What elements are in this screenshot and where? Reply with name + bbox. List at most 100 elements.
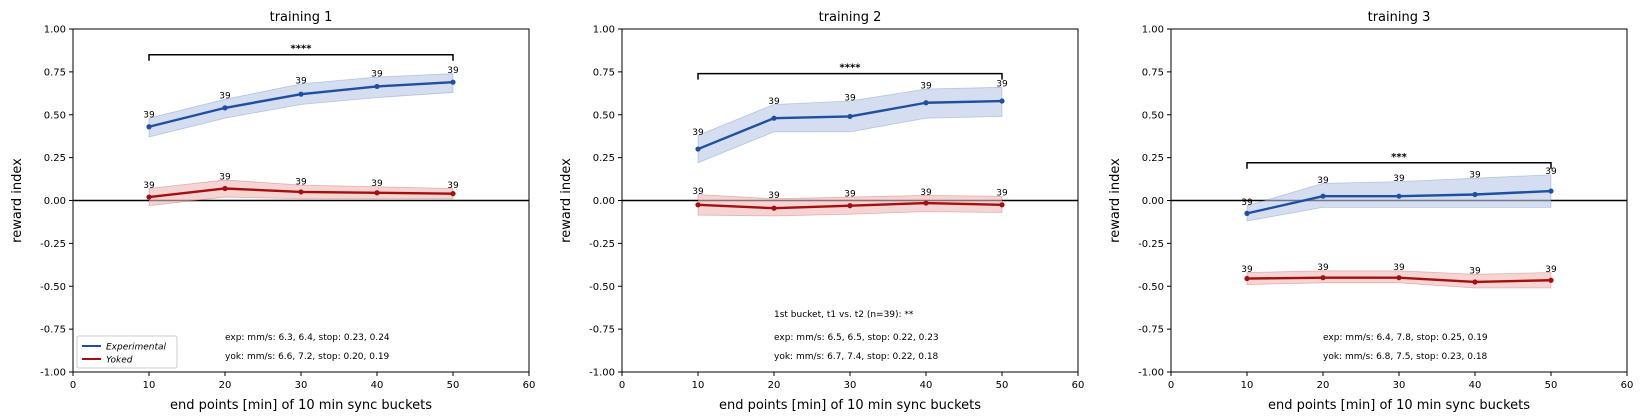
data-point [847, 203, 853, 209]
x-tick-label: 60 [1072, 380, 1085, 391]
confidence-band [148, 73, 454, 138]
x-tick-label: 0 [619, 380, 625, 391]
x-tick-label: 0 [1168, 380, 1174, 391]
y-tick-label: 0.25 [44, 153, 66, 164]
data-point [1472, 191, 1478, 198]
data-point [999, 98, 1005, 104]
y-tick-label: -0.50 [1138, 282, 1164, 293]
n-label: 39 [920, 188, 932, 198]
x-tick-label: 10 [143, 380, 156, 391]
significance-bracket [1246, 162, 1552, 169]
n-label: 39 [768, 191, 780, 201]
n-label: 39 [1393, 263, 1405, 273]
annotation-text: yok: mm/s: 6.6, 7.2, stop: 0.20, 0.19 [225, 352, 390, 362]
n-label: 39 [1469, 267, 1481, 277]
x-tick-label: 50 [1545, 380, 1558, 391]
x-axis-label: end points [min] of 10 min sync buckets [719, 398, 981, 413]
y-tick-label: -1.00 [589, 368, 615, 379]
n-label: 39 [1241, 198, 1253, 208]
data-point [923, 100, 929, 106]
x-tick-label: 40 [1469, 380, 1482, 391]
n-label: 39 [692, 128, 704, 138]
data-point [1396, 275, 1402, 281]
y-tick-label: -1.00 [40, 368, 66, 379]
x-tick-label: 30 [844, 380, 857, 391]
data-point [1472, 279, 1478, 285]
n-label: 39 [768, 97, 780, 107]
n-label: 39 [996, 189, 1008, 199]
annotation-text: exp: mm/s: 6.3, 6.4, stop: 0.23, 0.24 [225, 333, 390, 343]
n-label: 39 [996, 80, 1008, 90]
x-axis-label: end points [min] of 10 min sync buckets [170, 398, 432, 413]
n-label: 39 [295, 76, 307, 86]
y-tick-label: 0.75 [593, 67, 615, 78]
y-tick-label: 1.00 [1142, 25, 1164, 36]
data-point [923, 200, 929, 206]
data-point [298, 91, 304, 97]
panel-title: training 2 [819, 10, 882, 25]
panel-2: training 2 0 10 20 30 40 50 60 -1.00 -0.75 -0.50 -0… [559, 10, 1084, 413]
x-axis-label: end points [min] of 10 min sync buckets [1268, 398, 1530, 413]
series-experimental: 39 39 39 39 39 [143, 66, 459, 138]
data-point [1548, 277, 1554, 283]
y-tick-label: -0.75 [589, 325, 615, 336]
x-tick-label: 30 [1393, 380, 1406, 391]
significance-label: **** [840, 63, 862, 74]
y-tick-label: -0.25 [40, 239, 66, 250]
y-tick-label: -0.50 [40, 282, 66, 293]
n-label: 39 [1241, 265, 1253, 275]
n-label: 39 [219, 172, 231, 182]
series-experimental: 39 39 39 39 39 [692, 80, 1008, 164]
y-tick-label: -0.50 [589, 282, 615, 293]
series-experimental: 39 39 39 39 39 [1241, 167, 1557, 222]
n-label: 39 [1317, 263, 1329, 273]
y-tick-label: -0.75 [40, 325, 66, 336]
n-label: 39 [1317, 176, 1329, 186]
data-point [1244, 275, 1250, 282]
n-label: 39 [920, 81, 932, 91]
y-axis-label: reward index [10, 158, 25, 243]
panels: training 1 0 10 20 30 40 50 60 -1.00 -0.75 -0.50 -0… [10, 10, 1633, 413]
data-point [771, 205, 777, 211]
data-point [146, 124, 152, 130]
y-axis-label: reward index [1108, 158, 1123, 243]
confidence-band [697, 86, 1003, 164]
x-tick-label: 30 [295, 380, 308, 391]
data-point [450, 79, 456, 85]
y-tick-label: 0.50 [1142, 110, 1164, 121]
significance-label: *** [1391, 152, 1407, 163]
x-tick-label: 0 [70, 380, 76, 391]
y-tick-label: 0.50 [44, 110, 66, 121]
n-label: 39 [1545, 265, 1557, 275]
n-label: 39 [447, 181, 459, 191]
x-tick-label: 10 [692, 380, 705, 391]
x-tick-label: 50 [447, 380, 460, 391]
data-point [450, 191, 456, 197]
data-point [695, 202, 701, 208]
legend-entry: Experimental [106, 343, 167, 353]
data-point [1320, 275, 1326, 281]
panel-3: training 3 0 10 20 30 40 50 60 -1.00 -0.75 -0.50 -0… [1108, 10, 1633, 413]
y-tick-label: -1.00 [1138, 368, 1164, 379]
y-tick-label: 0.50 [593, 110, 615, 121]
y-tick-label: 0.25 [1142, 153, 1164, 164]
annotation-text: exp: mm/s: 6.5, 6.5, stop: 0.22, 0.23 [774, 333, 939, 343]
n-label: 39 [143, 111, 155, 121]
data-point [1244, 210, 1250, 216]
significance-bracket [148, 53, 454, 61]
data-point [222, 185, 228, 192]
data-point [695, 146, 701, 152]
x-tick-label: 40 [920, 380, 933, 391]
legend: Experimental Yoked [76, 335, 178, 369]
x-tick-label: 60 [1621, 380, 1634, 391]
annotation-text: exp: mm/s: 6.4, 7.8, stop: 0.25, 0.19 [1323, 333, 1488, 343]
data-point [146, 194, 152, 200]
y-tick-label: 0.00 [44, 196, 66, 207]
y-tick-label: 1.00 [44, 25, 66, 36]
n-label: 39 [371, 179, 383, 189]
y-tick-label: 0.25 [593, 153, 615, 164]
y-tick-label: 1.00 [593, 25, 615, 36]
annotation-text: yok: mm/s: 6.7, 7.4, stop: 0.22, 0.18 [774, 352, 939, 362]
n-label: 39 [219, 92, 231, 102]
